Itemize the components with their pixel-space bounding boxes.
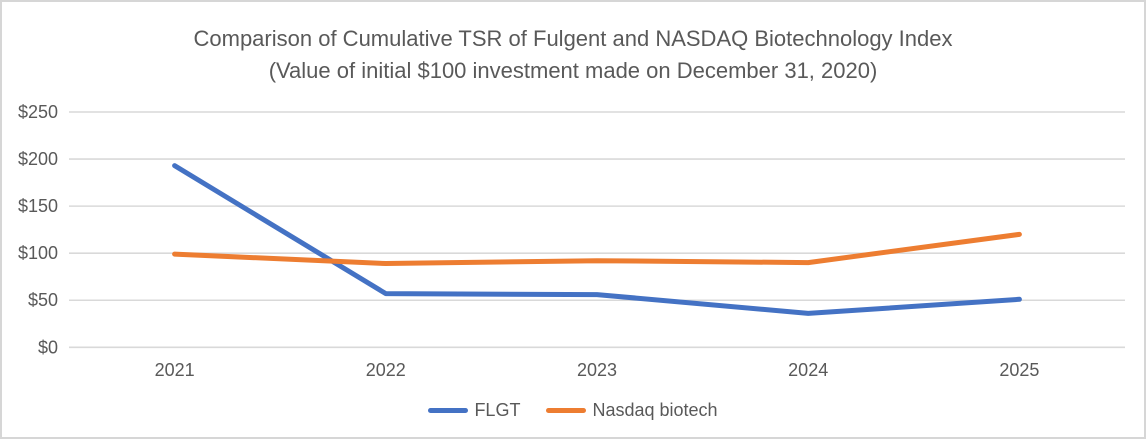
chart-legend: FLGT Nasdaq biotech	[2, 400, 1144, 421]
x-axis-label: 2023	[577, 360, 617, 380]
legend-item-nasdaq: Nasdaq biotech	[546, 400, 718, 421]
x-axis-label: 2022	[366, 360, 406, 380]
x-axis-label: 2025	[999, 360, 1039, 380]
series-line-nasdaq-biotech	[172, 231, 1022, 267]
chart-title: Comparison of Cumulative TSR of Fulgent …	[2, 23, 1144, 87]
legend-swatch-flgt-icon	[428, 408, 469, 413]
y-tick-label: $150	[18, 196, 58, 216]
x-axis-label: 2024	[788, 360, 828, 380]
legend-item-flgt: FLGT	[428, 400, 520, 421]
series-line-flgt	[172, 163, 1022, 316]
legend-label-flgt: FLGT	[474, 400, 521, 420]
y-tick-label: $200	[18, 149, 58, 169]
x-axis-label: 2021	[155, 360, 195, 380]
legend-label-nasdaq: Nasdaq biotech	[592, 400, 718, 420]
y-tick-label: $100	[18, 243, 58, 263]
chart-title-line1: Comparison of Cumulative TSR of Fulgent …	[193, 26, 953, 51]
y-tick-label: $50	[28, 290, 58, 310]
chart-title-line2: (Value of initial $100 investment made o…	[268, 58, 878, 83]
legend-swatch-nasdaq-icon	[546, 408, 587, 413]
y-tick-label: $0	[38, 337, 58, 357]
y-tick-label: $250	[18, 102, 58, 122]
